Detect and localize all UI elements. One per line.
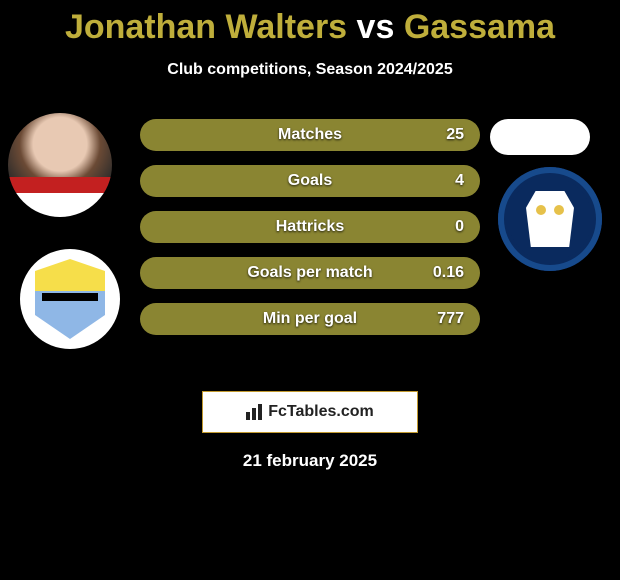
- stat-label: Goals: [288, 172, 332, 190]
- stat-value: 0: [455, 218, 464, 236]
- date-label: 21 february 2025: [0, 451, 620, 471]
- subtitle: Club competitions, Season 2024/2025: [0, 61, 620, 79]
- stat-bar: Min per goal 777: [140, 303, 480, 335]
- player2-avatar-placeholder: [490, 119, 590, 155]
- card: Jonathan Walters vs Gassama Club competi…: [0, 0, 620, 471]
- comparison-area: Matches 25 Goals 4 Hattricks 0 Goals per match…: [0, 119, 620, 369]
- stat-value: 4: [455, 172, 464, 190]
- stat-label: Goals per match: [247, 264, 372, 282]
- stat-value: 777: [437, 310, 464, 328]
- player1-jersey: [8, 177, 112, 217]
- stat-bar: Goals per match 0.16: [140, 257, 480, 289]
- title-part-vs: vs: [347, 8, 404, 46]
- stat-value: 0.16: [433, 264, 464, 282]
- player1-avatar: [8, 113, 112, 217]
- owl-icon: [526, 191, 574, 247]
- title-part-player2: Gassama: [404, 8, 555, 46]
- stat-bar: Hattricks 0: [140, 211, 480, 243]
- stat-value: 25: [446, 126, 464, 144]
- bars-icon: [246, 404, 262, 420]
- stat-label: Min per goal: [263, 310, 357, 328]
- player2-club-crest: [498, 167, 602, 271]
- stat-bars: Matches 25 Goals 4 Hattricks 0 Goals per match…: [140, 119, 480, 335]
- stat-bar: Matches 25: [140, 119, 480, 151]
- page-title: Jonathan Walters vs Gassama: [0, 0, 620, 47]
- stat-label: Matches: [278, 126, 342, 144]
- fctables-watermark: FcTables.com: [202, 391, 418, 433]
- crest-shield-icon: [35, 259, 105, 339]
- stat-bar: Goals 4: [140, 165, 480, 197]
- title-part-player1: Jonathan Walters: [65, 8, 347, 46]
- watermark-text: FcTables.com: [268, 403, 374, 421]
- player1-club-crest: [20, 249, 120, 349]
- stat-label: Hattricks: [276, 218, 344, 236]
